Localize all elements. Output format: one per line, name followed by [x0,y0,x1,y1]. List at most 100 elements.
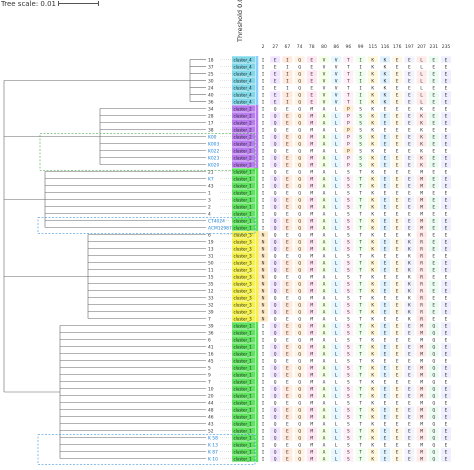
alignment-cell [428,350,439,357]
residue: E [396,435,399,441]
alignment-cell [343,217,354,224]
alignment-cell [331,266,342,273]
alignment-cell [319,119,329,126]
residue: I [262,372,265,378]
alignment-cell [282,189,293,196]
cluster-label: cluster_4 [234,64,253,69]
residue: L [335,414,338,420]
alignment-cell [282,196,293,203]
leaf-label: 35 [208,282,214,288]
residue: S [347,246,350,252]
residue: A [323,190,326,196]
residue: A [323,183,326,189]
cluster-bar [255,378,259,385]
alignment-cell [294,196,305,203]
residue: T [359,225,362,231]
alignment-cell [355,217,366,224]
alignment-cell [270,427,281,434]
alignment-cell [404,70,415,77]
residue: N [262,246,265,252]
cluster-bar [255,161,259,168]
residue: S [347,358,350,364]
residue: Q [298,113,301,119]
residue: L [335,449,338,455]
alignment-cell [306,189,317,196]
alignment-cell [441,168,451,175]
alignment-cell [331,357,342,364]
alignment-cell [380,189,390,196]
alignment-cell [319,350,329,357]
alignment-cell [270,336,281,343]
cluster-label-box [232,343,255,350]
alignment-cell [428,112,439,119]
residue: K [371,120,374,126]
cluster-label-box [232,147,255,154]
residue: E [396,148,399,154]
residue: E [384,274,387,280]
alignment-cell [404,399,415,406]
residue: E [384,176,387,182]
alignment-cell [258,322,268,329]
alignment-cell [404,98,415,105]
residue: Q [274,274,277,280]
residue: Q [298,120,301,126]
residue: K [384,71,387,77]
cluster-label: cluster_3 [234,309,253,314]
residue: A [323,246,326,252]
cluster-bar [255,357,259,364]
alignment-cell [306,378,317,385]
alignment-cell [428,448,439,455]
alignment-cell [367,91,378,98]
residue: S [347,393,350,399]
residue: E [286,204,289,210]
alignment-cell [270,154,281,161]
alignment-cell [319,308,329,315]
alignment-cell [392,140,403,147]
alignment-cell [404,196,415,203]
cluster-bar [255,301,259,308]
alignment-cell [428,280,439,287]
residue: A [323,106,326,112]
alignment-cell [392,231,403,238]
alignment-cell [282,434,293,441]
alignment-cell [392,77,403,84]
alignment-cell [343,448,354,455]
alignment-cell [392,189,403,196]
cluster-label-box [232,161,255,168]
residue: K [420,134,423,140]
cluster-label: cluster_3 [234,239,253,244]
alignment-cell [404,280,415,287]
alignment-cell [404,308,415,315]
residue: I [262,204,265,210]
cluster-bar [255,203,259,210]
residue: M [310,225,313,231]
residue: M [310,372,313,378]
alignment-cell [306,371,317,378]
residue: T [347,92,350,98]
alignment-cell [441,126,451,133]
alignment-cell [282,231,293,238]
residue: E [286,239,289,245]
residue: E [445,309,448,315]
alignment-cell [355,105,366,112]
residue: Q [274,400,277,406]
residue: E [286,414,289,420]
alignment-cell [392,413,403,420]
alignment-cell [404,350,415,357]
residue: M [310,330,313,336]
alignment-cell [306,154,317,161]
residue: A [323,204,326,210]
alignment-cell [416,105,427,112]
alignment-cell [282,147,293,154]
residue: A [323,428,326,434]
residue: M [310,113,313,119]
position-header: 176 [393,44,402,50]
residue: E [445,190,448,196]
residue: Q [274,386,277,392]
residue: E [445,218,448,224]
residue: I [262,456,265,462]
alignment-cell [392,70,403,77]
alignment-cell [441,133,451,140]
residue: E [384,288,387,294]
alignment-cell [282,280,293,287]
